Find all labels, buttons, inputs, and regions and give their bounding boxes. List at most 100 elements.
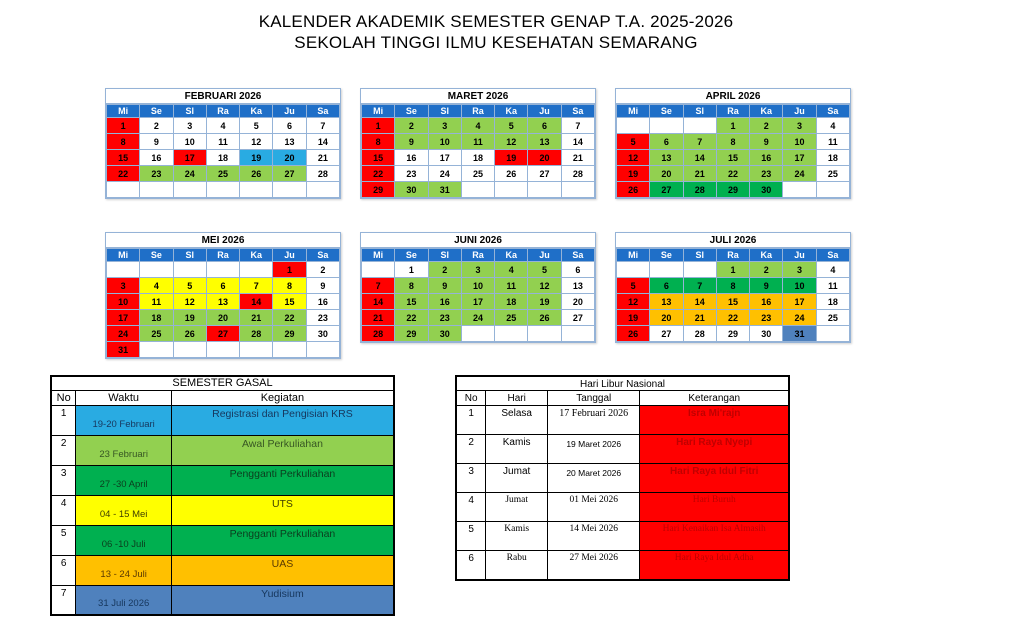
- date-cell: 10: [172, 133, 207, 150]
- semester-row: 4 04 - 15 Mei UTS: [50, 494, 395, 526]
- date-cell: 15: [715, 293, 751, 310]
- tanggal-cell: 20 Maret 2026: [547, 463, 641, 493]
- date-cell: 17: [782, 149, 817, 166]
- date-cell: 14: [305, 133, 341, 150]
- keterangan-cell: Hari Raya Idul Adha: [639, 550, 790, 580]
- date-cell: 22: [715, 165, 751, 182]
- date-cell: 25: [139, 325, 174, 342]
- date-cell: 3: [782, 117, 817, 134]
- date-cell: 31: [782, 325, 817, 342]
- date-cell: 26: [239, 165, 274, 182]
- date-cell: 28: [560, 165, 596, 182]
- hari-cell: Rabu: [485, 550, 549, 580]
- date-cell: 11: [139, 293, 174, 310]
- date-cell: 9: [749, 133, 784, 150]
- date-cell: 20: [272, 149, 307, 166]
- week-row: 19 20 21 22 23 24 25: [615, 309, 851, 326]
- date-cell: 9: [305, 277, 341, 294]
- waktu-cell: 31 Juli 2026: [75, 584, 172, 616]
- day-header-cell: Ra: [715, 104, 751, 118]
- month-calendar: JULI 2026 Mi Se Sl Ra Ka Ju Sa 1 2 3 4 5 6 7 8 9 10 11 12 13…: [615, 232, 851, 343]
- date-cell: 5: [527, 261, 562, 278]
- week-row: 8 9 10 11 12 13 14: [105, 133, 341, 150]
- no-cell: 5: [50, 524, 77, 556]
- date-cell: 26: [527, 309, 562, 326]
- date-cell: 6: [205, 277, 241, 294]
- tanggal-cell: 14 Mei 2026: [547, 521, 641, 551]
- date-cell: 20: [205, 309, 241, 326]
- semester-header-cell: No: [50, 389, 77, 406]
- day-header-cell: Mi: [360, 248, 396, 262]
- day-header-row: Mi Se Sl Ra Ka Ju Sa: [615, 248, 851, 262]
- page-title-line2: SEKOLAH TINGGI ILMU KESEHATAN SEMARANG: [294, 33, 698, 52]
- day-header-cell: Sl: [427, 248, 462, 262]
- holiday-header-cell: Tanggal: [547, 390, 641, 406]
- no-cell: 2: [455, 434, 487, 464]
- day-header-cell: Sl: [682, 248, 717, 262]
- date-cell: [272, 181, 307, 198]
- month-grid: Mi Se Sl Ra Ka Ju Sa 1 2 3 4 5 6 7 8 9 10 11 12 13 14 15 16 17 1…: [360, 104, 596, 198]
- day-header-cell: Sa: [815, 248, 851, 262]
- week-row: 5 6 7 8 9 10 11: [615, 133, 851, 150]
- week-row: 28 29 30: [360, 325, 596, 342]
- keterangan-cell: Hari Raya Idul Fitri: [639, 463, 790, 493]
- date-cell: 10: [460, 277, 496, 294]
- date-cell: 19: [172, 309, 207, 326]
- day-header-cell: Sa: [560, 104, 596, 118]
- date-cell: 7: [360, 277, 396, 294]
- date-cell: 6: [649, 133, 684, 150]
- date-cell: [272, 341, 307, 358]
- date-cell: 11: [815, 277, 851, 294]
- day-header-cell: Ka: [239, 104, 274, 118]
- day-header-row: Mi Se Sl Ra Ka Ju Sa: [360, 104, 596, 118]
- date-cell: 4: [205, 117, 241, 134]
- date-cell: 12: [172, 293, 207, 310]
- date-cell: [239, 341, 274, 358]
- week-row: 31: [105, 341, 341, 358]
- date-cell: 24: [460, 309, 496, 326]
- date-cell: 22: [715, 309, 751, 326]
- date-cell: 13: [272, 133, 307, 150]
- date-cell: 8: [715, 133, 751, 150]
- day-header-cell: Sa: [305, 104, 341, 118]
- kegiatan-cell: Yudisium: [170, 584, 395, 616]
- waktu-cell: 19-20 Februari: [75, 404, 172, 436]
- month-title: JULI 2026: [616, 233, 850, 248]
- date-cell: 15: [105, 149, 141, 166]
- date-cell: [172, 261, 207, 278]
- day-header-cell: Se: [394, 104, 429, 118]
- date-cell: [239, 261, 274, 278]
- date-cell: 31: [427, 181, 462, 198]
- date-cell: [305, 341, 341, 358]
- semester-row: 5 06 -10 Juli Pengganti Perkuliahan: [50, 524, 395, 556]
- month-grid: Mi Se Sl Ra Ka Ju Sa 1 2 3 4 5 6 7 8 9 10 11 12 13 14 15 16 17 1…: [105, 248, 341, 358]
- date-cell: 28: [239, 325, 274, 342]
- date-cell: 6: [649, 277, 684, 294]
- hari-cell: Kamis: [485, 434, 549, 464]
- week-row: 15 16 17 18 19 20 21: [360, 149, 596, 166]
- date-cell: 5: [239, 117, 274, 134]
- date-cell: 28: [360, 325, 396, 342]
- holiday-row: 5 Kamis 14 Mei 2026 Hari Kenaikan Isa Almas…: [455, 521, 790, 551]
- date-cell: 25: [815, 309, 851, 326]
- date-cell: 2: [749, 117, 784, 134]
- no-cell: 4: [455, 492, 487, 522]
- day-header-cell: Se: [139, 104, 174, 118]
- date-cell: 11: [494, 277, 529, 294]
- holiday-title-row: Hari Libur Nasional: [455, 375, 790, 391]
- date-cell: 5: [615, 277, 651, 294]
- date-cell: 15: [360, 149, 396, 166]
- holiday-header-cell: Hari: [485, 390, 549, 406]
- week-row: 26 27 28 29 30: [615, 181, 851, 198]
- day-header-cell: Mi: [360, 104, 396, 118]
- no-cell: 1: [50, 404, 77, 436]
- date-cell: 18: [815, 293, 851, 310]
- date-cell: 7: [239, 277, 274, 294]
- keterangan-cell: Hari Kenaikan Isa Almasih: [639, 521, 790, 551]
- date-cell: 22: [105, 165, 141, 182]
- date-cell: 13: [527, 133, 562, 150]
- date-cell: [649, 261, 684, 278]
